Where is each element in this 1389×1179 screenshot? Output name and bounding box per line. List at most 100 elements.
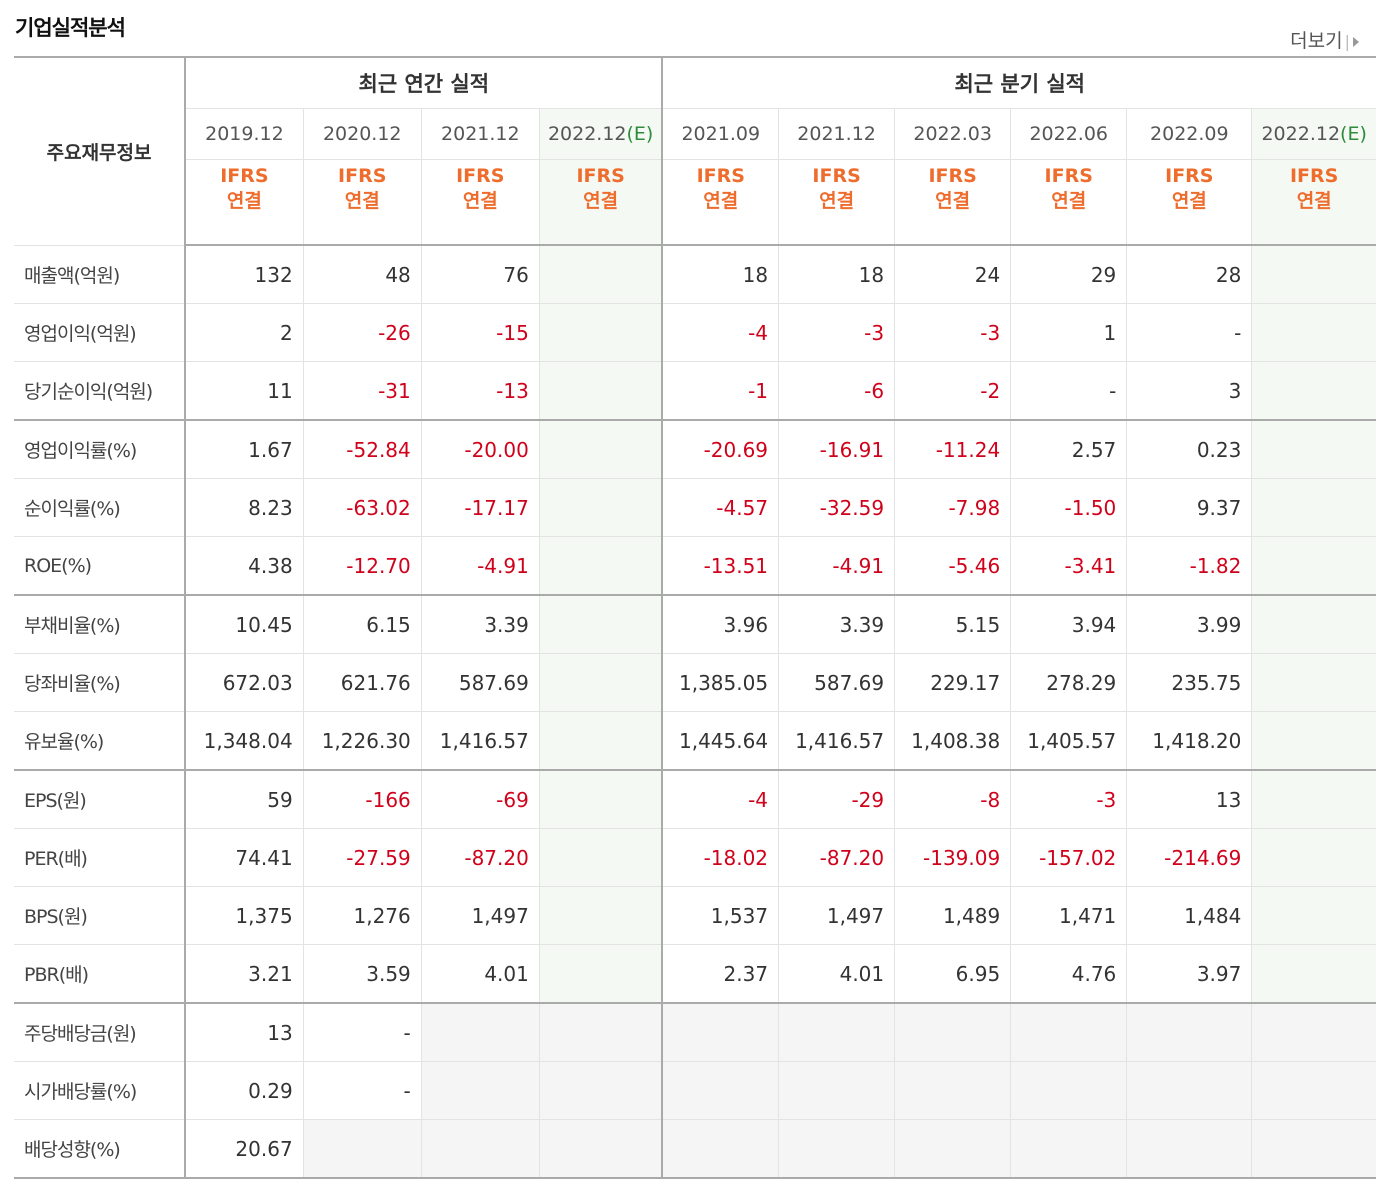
table-cell xyxy=(1251,769,1376,829)
table-cell: 1,497 xyxy=(420,886,540,945)
ifrs-label: IFRS xyxy=(928,165,977,187)
table-cell xyxy=(1251,1002,1376,1062)
table-cell: -11.24 xyxy=(894,419,1012,479)
period-header: 2021.12 xyxy=(420,108,540,160)
label-column-header: 주요재무정보 xyxy=(14,56,187,246)
table-cell xyxy=(420,1119,540,1179)
table-cell: 132 xyxy=(184,244,304,304)
consolidated-label: 연결 xyxy=(226,190,262,212)
table-cell: 672.03 xyxy=(184,653,304,712)
table-cell: 6.15 xyxy=(302,594,422,654)
table-cell xyxy=(538,1119,664,1179)
table-cell: -157.02 xyxy=(1010,828,1128,887)
table-cell xyxy=(538,303,664,362)
table-cell: 29 xyxy=(1010,244,1128,304)
table-cell xyxy=(1251,828,1376,887)
table-cell: -4.57 xyxy=(661,478,780,537)
table-cell xyxy=(1251,361,1376,421)
table-cell: -18.02 xyxy=(661,828,780,887)
row-label: 영업이익(억원) xyxy=(14,303,187,362)
table-cell: -87.20 xyxy=(420,828,540,887)
period-label: 2022.06 xyxy=(1029,123,1109,145)
row-label: PER(배) xyxy=(14,828,187,887)
table-cell: 1,537 xyxy=(661,886,780,945)
table-cell: 229.17 xyxy=(894,653,1012,712)
period-label: 2022.03 xyxy=(913,123,992,145)
table-cell: 20.67 xyxy=(184,1119,304,1179)
table-cell: 13 xyxy=(184,1002,304,1062)
period-header: 2022.06 xyxy=(1010,108,1128,160)
period-label: 2021.12 xyxy=(797,123,876,145)
table-cell: -8 xyxy=(894,769,1012,829)
table-cell: 28 xyxy=(1126,244,1253,304)
ifrs-header-row: IFRS 연결 IFRS 연결 IFRS 연결 IFRS 연결 IFRS 연결 IFRS 연결 IFRS… xyxy=(14,159,1376,246)
table-cell: 3.39 xyxy=(420,594,540,654)
row-label: PBR(배) xyxy=(14,944,187,1004)
row-label: EPS(원) xyxy=(14,769,187,829)
table-cell xyxy=(420,1002,540,1062)
ifrs-label: IFRS xyxy=(1289,165,1339,187)
more-separator: | xyxy=(1344,32,1350,51)
table-cell xyxy=(538,828,664,887)
consolidated-label: 연결 xyxy=(583,190,619,212)
table-cell: 1,385.05 xyxy=(661,653,780,712)
period-label: 2022.09 xyxy=(1150,123,1229,145)
table-cell: 1,489 xyxy=(894,886,1012,945)
table-cell: -139.09 xyxy=(894,828,1012,887)
table-row: 배당성향(%) 20.67 xyxy=(14,1119,1376,1179)
ifrs-label: IFRS xyxy=(812,165,861,187)
table-cell xyxy=(538,478,664,537)
table-cell xyxy=(1251,478,1376,537)
row-label: 영업이익률(%) xyxy=(14,419,187,479)
ifrs-label: IFRS xyxy=(696,165,745,187)
ifrs-header: IFRS 연결 xyxy=(420,159,540,246)
ifrs-header: IFRS 연결 xyxy=(1126,159,1253,246)
table-cell: -7.98 xyxy=(894,478,1012,537)
table-cell: 4.76 xyxy=(1010,944,1128,1004)
table-cell: 1.67 xyxy=(184,419,304,479)
table-cell: 4.01 xyxy=(778,944,896,1004)
table-row: ROE(%) 4.38 -12.70 -4.91 -13.51 -4.91 -5.46 -3.… xyxy=(14,536,1376,596)
table-cell: -5.46 xyxy=(894,536,1012,596)
table-cell: 1,226.30 xyxy=(302,711,422,771)
table-cell xyxy=(661,1061,780,1120)
financial-table: 주요재무정보 최근 연간 실적 최근 분기 실적 2019.12 2020.12 2… xyxy=(14,56,1376,1179)
chevron-right-icon xyxy=(1353,36,1359,47)
table-cell: 13 xyxy=(1126,769,1253,829)
table-row: BPS(원) 1,375 1,276 1,497 1,537 1,497 1,489 1,47… xyxy=(14,886,1376,945)
table-cell: 621.76 xyxy=(302,653,422,712)
period-label: 2022.12 xyxy=(547,123,627,145)
table-cell: 3.59 xyxy=(302,944,422,1004)
table-cell: 278.29 xyxy=(1010,653,1128,712)
ifrs-header: IFRS 연결 xyxy=(184,159,304,246)
table-cell: 1,484 xyxy=(1126,886,1253,945)
table-cell: 3 xyxy=(1126,361,1253,421)
table-cell: 1,445.64 xyxy=(661,711,780,771)
table-cell xyxy=(538,886,664,945)
more-link[interactable]: 더보기 | xyxy=(1290,26,1359,53)
ifrs-header: IFRS 연결 xyxy=(778,159,896,246)
table-cell xyxy=(1251,594,1376,654)
table-cell: -16.91 xyxy=(778,419,896,479)
table-cell: -4.91 xyxy=(778,536,896,596)
table-row: 시가배당률(%) 0.29- xyxy=(14,1061,1376,1120)
table-cell: -87.20 xyxy=(778,828,896,887)
table-cell: -63.02 xyxy=(302,478,422,537)
table-cell xyxy=(538,419,664,479)
ifrs-header: IFRS 연결 xyxy=(1010,159,1128,246)
period-label: 2021.09 xyxy=(681,123,761,145)
table-cell: 1 xyxy=(1010,303,1128,362)
ifrs-header: IFRS 연결 xyxy=(538,159,664,246)
table-cell xyxy=(538,1061,664,1120)
table-cell xyxy=(1251,653,1376,712)
period-header-row: 2019.12 2020.12 2021.12 2022.12(E) 2021.09 20… xyxy=(14,108,1376,160)
period-header: 2020.12 xyxy=(302,108,422,160)
table-cell xyxy=(420,1061,540,1120)
table-cell: - xyxy=(302,1061,422,1120)
period-label: 2021.12 xyxy=(441,123,520,145)
table-cell: - xyxy=(302,1002,422,1062)
table-cell: 11 xyxy=(184,361,304,421)
table-cell: - xyxy=(1126,303,1253,362)
table-cell xyxy=(1010,1061,1128,1120)
table-row: PER(배) 74.41 -27.59 -87.20 -18.02 -87.20 -139.… xyxy=(14,828,1376,887)
